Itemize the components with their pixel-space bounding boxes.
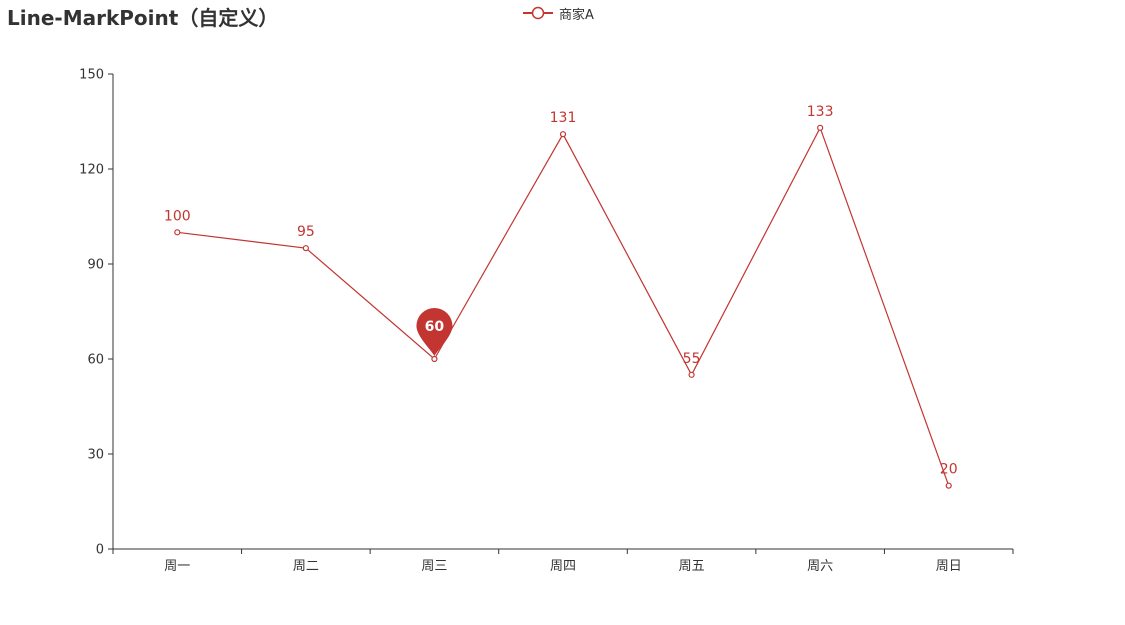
data-point bbox=[302, 245, 309, 252]
x-tick-label: 周六 bbox=[807, 559, 833, 574]
x-tick-label: 周日 bbox=[936, 559, 962, 574]
y-tick-label: 30 bbox=[87, 448, 104, 463]
x-tick-label: 周二 bbox=[293, 559, 319, 574]
y-tick-label: 150 bbox=[79, 68, 104, 83]
x-tick-label: 周五 bbox=[679, 559, 705, 574]
legend-label: 商家A bbox=[559, 7, 594, 23]
y-tick-label: 60 bbox=[87, 353, 104, 368]
data-label: 20 bbox=[940, 462, 958, 478]
x-tick-label: 周四 bbox=[550, 559, 576, 574]
y-tick-label: 0 bbox=[96, 543, 104, 558]
y-tick-label: 120 bbox=[79, 163, 104, 178]
data-point bbox=[559, 131, 567, 138]
data-label: 55 bbox=[683, 351, 701, 367]
data-label: 131 bbox=[550, 110, 577, 126]
x-tick-label: 周一 bbox=[164, 559, 190, 574]
mark-point-pin bbox=[416, 308, 453, 356]
x-tick-label: 周三 bbox=[421, 559, 447, 574]
data-point bbox=[945, 482, 952, 489]
data-point bbox=[817, 124, 824, 131]
mark-point-label: 60 bbox=[425, 319, 445, 335]
data-label: 133 bbox=[807, 104, 834, 120]
series-line bbox=[177, 126, 950, 486]
legend-line-circle-icon bbox=[523, 6, 553, 20]
data-point bbox=[174, 229, 181, 236]
y-tick-label: 90 bbox=[87, 258, 104, 273]
data-label: 100 bbox=[164, 208, 191, 224]
data-point bbox=[431, 355, 438, 363]
chart-title: Line-MarkPoint（自定义） bbox=[7, 6, 279, 30]
legend-item-series-a[interactable]: 商家A bbox=[523, 4, 594, 23]
data-label: 95 bbox=[297, 224, 315, 240]
data-point bbox=[688, 371, 695, 378]
